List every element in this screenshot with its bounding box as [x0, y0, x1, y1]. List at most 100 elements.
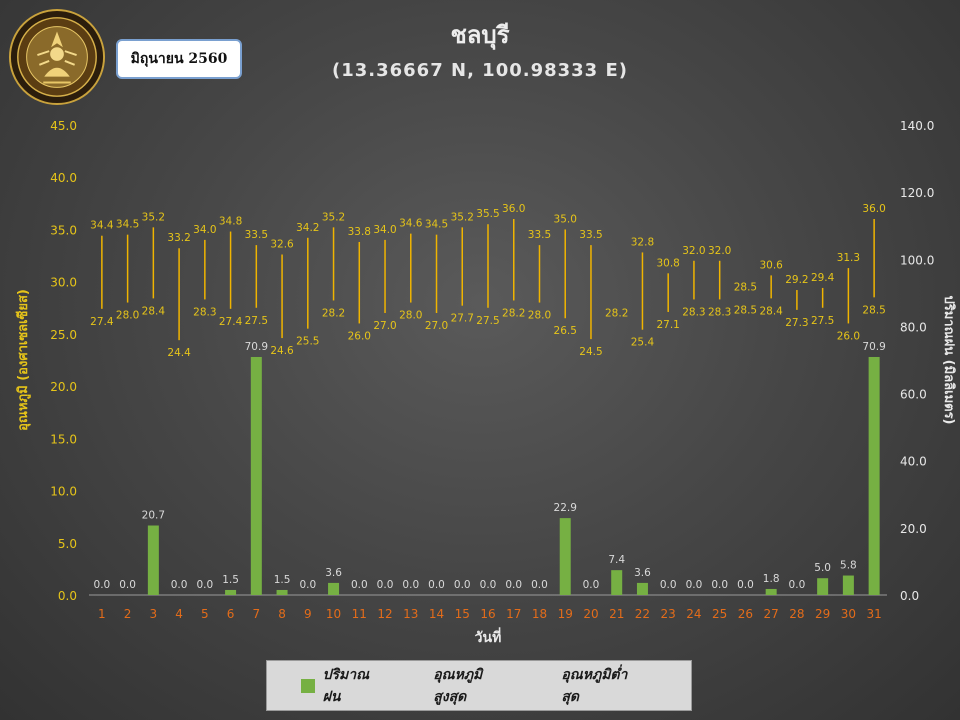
rain-data-label: 5.0 — [814, 562, 831, 574]
left-y-tick-label: 45.0 — [50, 119, 77, 133]
x-tick-label: 24 — [686, 607, 701, 621]
rain-data-label: 0.0 — [196, 579, 213, 591]
tmin-data-label: 28.2 — [605, 307, 628, 319]
x-tick-label: 6 — [227, 607, 235, 621]
right-y-tick-label: 100.0 — [900, 253, 934, 267]
tmin-data-label: 27.7 — [451, 313, 474, 325]
tmin-data-label: 28.4 — [759, 305, 783, 317]
rain-data-label: 0.0 — [660, 579, 677, 591]
tmax-data-label: 35.2 — [142, 211, 165, 223]
rain-bar — [250, 356, 262, 595]
tmin-data-label: 27.5 — [811, 315, 834, 327]
x-tick-label: 18 — [532, 607, 547, 621]
rain-data-label: 0.0 — [789, 579, 806, 591]
rain-data-label: 0.0 — [351, 579, 368, 591]
tmin-data-label: 28.2 — [502, 307, 525, 319]
tmax-data-label: 33.5 — [245, 229, 268, 241]
left-y-tick-label: 0.0 — [58, 589, 77, 603]
tmin-data-label: 24.5 — [579, 346, 602, 358]
tmax-data-label: 34.8 — [219, 216, 242, 228]
left-y-tick-label: 35.0 — [50, 223, 77, 237]
tmax-data-label: 32.0 — [708, 245, 731, 257]
rain-data-label: 0.0 — [402, 579, 419, 591]
tmin-data-label: 28.4 — [142, 305, 166, 317]
legend-label-tmax: อุณหภูมิสูงสุด — [433, 666, 483, 705]
tmax-data-label: 33.5 — [579, 229, 602, 241]
x-tick-label: 7 — [253, 607, 261, 621]
tmin-data-label: 28.0 — [528, 310, 551, 322]
tmax-data-label: 34.0 — [373, 224, 396, 236]
tmax-data-label: 30.8 — [656, 257, 679, 269]
x-tick-label: 10 — [326, 607, 341, 621]
tmin-data-label: 28.3 — [682, 306, 705, 318]
rain-bar — [636, 582, 648, 595]
tmax-data-label: 30.6 — [759, 259, 783, 271]
tmax-data-label: 29.2 — [785, 274, 808, 286]
legend-item-tmin: อุณหภูมิต่ำสุด — [561, 664, 643, 708]
tmin-data-label: 28.2 — [322, 307, 345, 319]
tmax-data-label: 35.2 — [322, 211, 345, 223]
x-tick-label: 17 — [506, 607, 521, 621]
x-tick-label: 15 — [455, 607, 470, 621]
rain-data-label: 3.6 — [634, 567, 651, 579]
rain-data-label: 0.0 — [583, 579, 600, 591]
left-y-tick-label: 5.0 — [58, 537, 77, 551]
x-axis-title: วันที่ — [475, 627, 502, 646]
x-tick-label: 14 — [429, 607, 444, 621]
tmin-data-label: 28.5 — [734, 304, 757, 316]
right-y-tick-label: 120.0 — [900, 186, 934, 200]
rain-data-label: 0.0 — [531, 579, 548, 591]
tmin-data-label: 27.1 — [656, 319, 679, 331]
rain-bar — [559, 518, 571, 595]
tmax-data-label: 34.6 — [399, 218, 423, 230]
month-label: มิถุนายน 2560 — [116, 39, 242, 79]
x-tick-label: 31 — [866, 607, 881, 621]
right-y-tick-label: 140.0 — [900, 119, 934, 133]
left-y-tick-label: 30.0 — [50, 276, 77, 290]
rain-data-label: 20.7 — [142, 510, 165, 522]
rain-data-label: 70.9 — [862, 341, 885, 353]
rain-data-label: 1.5 — [222, 574, 239, 586]
legend-label-rain: ปริมาณฝน — [322, 666, 370, 705]
rain-bar — [765, 588, 777, 595]
tmax-data-label: 35.0 — [554, 213, 577, 225]
tmax-data-label: 34.2 — [296, 222, 319, 234]
x-tick-label: 22 — [635, 607, 650, 621]
legend-item-rain: ปริมาณฝน — [301, 664, 385, 708]
x-tick-label: 12 — [377, 607, 392, 621]
x-tick-label: 13 — [403, 607, 418, 621]
rain-data-label: 0.0 — [480, 579, 497, 591]
left-y-tick-label: 40.0 — [50, 171, 77, 185]
tmax-data-label: 34.0 — [193, 224, 216, 236]
tmin-data-label: 28.3 — [708, 306, 731, 318]
rain-data-label: 0.0 — [686, 579, 703, 591]
tmin-data-label: 26.0 — [348, 330, 371, 342]
x-tick-label: 9 — [304, 607, 312, 621]
tmin-data-label: 27.5 — [245, 315, 268, 327]
tmax-data-label: 28.5 — [734, 281, 757, 293]
tmin-data-label: 27.3 — [785, 317, 808, 329]
rain-bar — [842, 575, 854, 595]
rain-data-label: 1.8 — [763, 573, 780, 585]
x-tick-label: 23 — [661, 607, 676, 621]
tmax-data-label: 31.3 — [837, 252, 860, 264]
chart-title: ชลบุรี — [450, 21, 510, 49]
tmax-data-label: 34.5 — [116, 219, 139, 231]
left-y-tick-label: 25.0 — [50, 328, 77, 342]
x-tick-label: 1 — [98, 607, 106, 621]
tmin-data-label: 26.0 — [837, 330, 860, 342]
tmin-data-label: 27.0 — [373, 320, 396, 332]
tmin-data-label: 25.4 — [631, 337, 655, 349]
x-tick-label: 11 — [352, 607, 367, 621]
x-tick-label: 29 — [815, 607, 830, 621]
legend-item-tmax: อุณหภูมิสูงสุด — [433, 664, 513, 708]
rain-bar — [817, 578, 829, 595]
tmax-data-label: 33.5 — [528, 229, 551, 241]
tmin-data-label: 25.5 — [296, 336, 319, 348]
tmin-data-label: 27.5 — [476, 315, 499, 327]
right-y-tick-label: 80.0 — [900, 320, 927, 334]
chart-legend: ปริมาณฝน อุณหภูมิสูงสุด อุณหภูมิต่ำสุด — [266, 660, 692, 711]
rain-bar — [328, 582, 340, 595]
rain-bar — [147, 525, 159, 595]
